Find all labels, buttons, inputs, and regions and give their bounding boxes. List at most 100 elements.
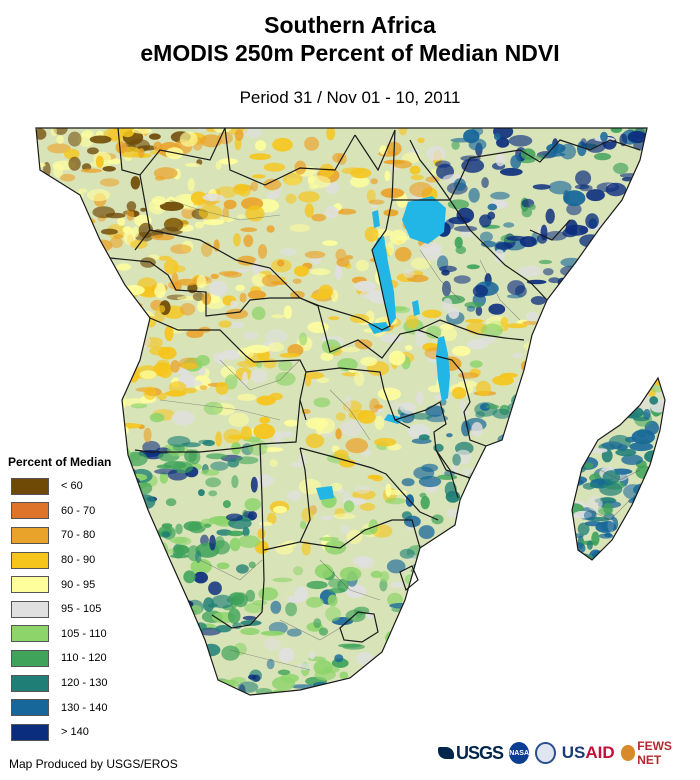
ndvi-patch	[266, 658, 275, 670]
ndvi-patch	[557, 514, 571, 531]
ndvi-patch	[514, 644, 534, 658]
ndvi-patch	[651, 453, 665, 465]
ndvi-patch	[611, 673, 629, 678]
ndvi-patch	[148, 613, 167, 621]
ndvi-patch	[468, 668, 475, 676]
ndvi-patch	[566, 203, 582, 216]
ndvi-patch	[410, 174, 424, 181]
ndvi-patch	[616, 384, 624, 400]
ndvi-patch	[234, 129, 244, 141]
ndvi-patch	[73, 320, 84, 333]
ndvi-patch	[108, 316, 127, 327]
ndvi-patch	[396, 648, 420, 661]
ndvi-patch	[477, 602, 488, 614]
ndvi-patch	[329, 587, 346, 594]
ndvi-patch	[426, 325, 442, 339]
ndvi-patch	[531, 459, 546, 465]
ndvi-patch	[519, 446, 543, 452]
ndvi-patch	[585, 213, 599, 230]
ndvi-patch	[527, 698, 550, 703]
ndvi-patch	[604, 412, 615, 428]
ndvi-patch	[101, 311, 109, 321]
ndvi-patch	[86, 326, 95, 333]
ndvi-patch	[154, 175, 165, 181]
ndvi-patch	[475, 306, 483, 316]
ndvi-patch	[225, 308, 249, 320]
ndvi-patch	[564, 315, 577, 331]
ndvi-patch	[67, 131, 82, 147]
ndvi-patch	[418, 525, 435, 540]
ndvi-patch	[59, 402, 81, 416]
ndvi-patch	[355, 259, 369, 272]
ndvi-patch	[207, 686, 225, 695]
ndvi-patch	[444, 481, 457, 498]
ndvi-patch	[560, 389, 567, 405]
ndvi-patch	[97, 377, 116, 389]
ndvi-patch	[529, 480, 553, 485]
ndvi-patch	[161, 531, 171, 538]
ndvi-patch	[80, 397, 91, 403]
ndvi-patch	[115, 321, 139, 336]
ndvi-patch	[392, 635, 408, 648]
legend-item: 80 - 90	[8, 548, 128, 573]
ndvi-patch	[508, 135, 533, 147]
ndvi-patch	[336, 208, 357, 215]
legend-swatch	[11, 723, 49, 741]
ndvi-patch	[160, 610, 174, 616]
ndvi-patch	[600, 387, 623, 398]
ndvi-patch	[453, 559, 469, 564]
ndvi-patch	[386, 559, 406, 574]
ndvi-patch	[439, 265, 457, 273]
legend-swatch	[11, 600, 49, 618]
ndvi-patch	[533, 358, 552, 371]
ndvi-patch	[572, 386, 587, 393]
legend-item: 120 - 130	[8, 671, 128, 696]
ndvi-patch	[588, 421, 608, 435]
ndvi-patch	[339, 566, 362, 582]
ndvi-patch	[94, 259, 102, 274]
ndvi-patch	[51, 330, 68, 343]
ndvi-patch	[627, 653, 638, 659]
ndvi-patch	[472, 577, 485, 588]
ndvi-patch	[532, 184, 551, 190]
seal-logo-icon	[535, 742, 556, 764]
ndvi-patch	[586, 385, 602, 395]
ndvi-patch	[488, 303, 506, 315]
ndvi-patch	[128, 515, 143, 524]
ndvi-patch	[380, 334, 403, 343]
ndvi-patch	[370, 178, 378, 185]
ndvi-patch	[170, 244, 192, 255]
ndvi-patch	[466, 339, 489, 350]
ndvi-patch	[69, 304, 85, 312]
ndvi-patch	[102, 395, 121, 406]
ndvi-patch	[319, 163, 335, 178]
ndvi-patch	[445, 579, 467, 587]
ndvi-patch	[550, 607, 563, 614]
ndvi-patch	[633, 566, 647, 578]
ndvi-patch	[604, 419, 611, 426]
ndvi-patch	[646, 504, 659, 510]
ndvi-patch	[648, 531, 665, 547]
ndvi-patch	[471, 544, 487, 554]
ndvi-patch	[216, 562, 230, 570]
ndvi-patch	[79, 239, 102, 246]
ndvi-patch	[233, 233, 241, 247]
ndvi-patch	[345, 584, 367, 598]
ndvi-patch	[655, 550, 665, 559]
ndvi-patch	[410, 257, 431, 270]
ndvi-patch	[545, 477, 558, 486]
ndvi-patch	[585, 351, 600, 365]
ndvi-patch	[515, 285, 527, 298]
ndvi-patch	[283, 305, 292, 320]
ndvi-patch	[612, 308, 627, 319]
ndvi-patch	[228, 321, 245, 329]
legend-label: > 140	[61, 726, 89, 739]
ndvi-patch	[278, 647, 295, 663]
ndvi-patch	[202, 643, 221, 657]
ndvi-patch	[286, 595, 305, 604]
ndvi-patch	[597, 413, 616, 428]
ndvi-patch	[254, 474, 274, 488]
ndvi-patch	[407, 644, 422, 660]
ndvi-patch	[230, 677, 246, 683]
madagascar-landmass	[572, 378, 665, 560]
